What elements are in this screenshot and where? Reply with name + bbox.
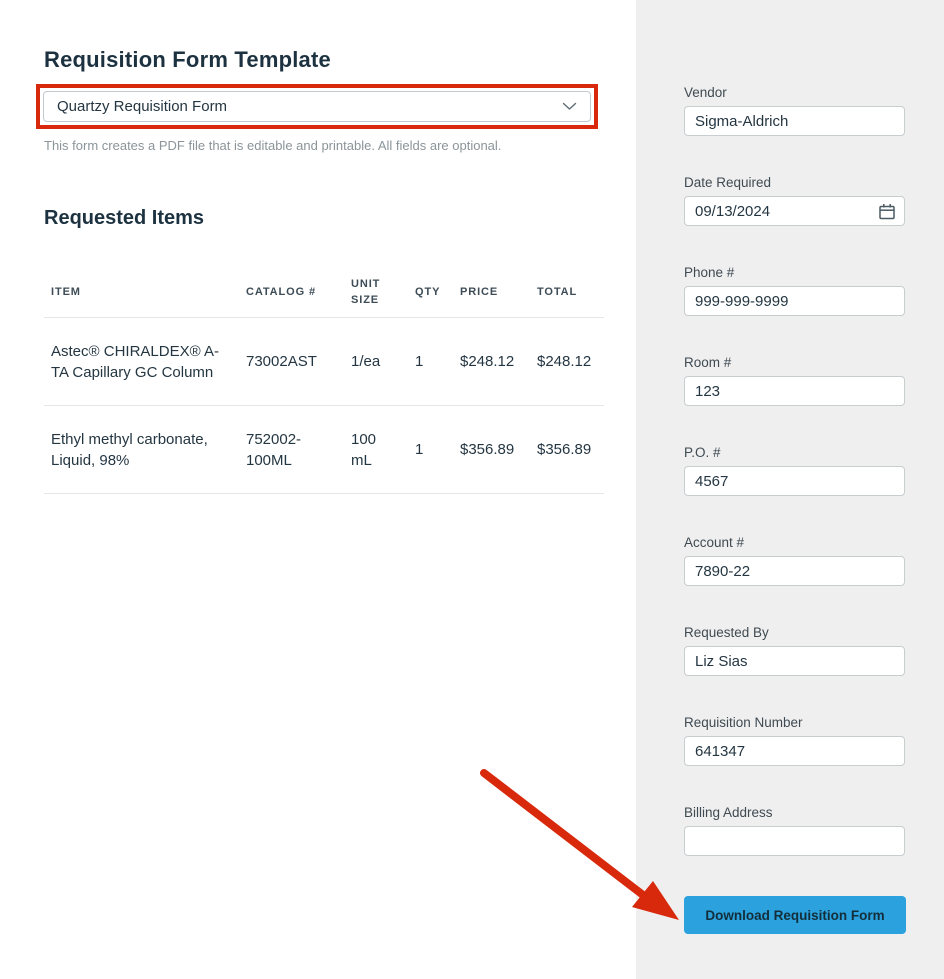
main-content: Requisition Form Template Quartzy Requis… — [36, 47, 604, 494]
field-vendor: Vendor — [684, 85, 905, 136]
vendor-label: Vendor — [684, 85, 727, 100]
field-requested-by: Requested By — [684, 625, 905, 676]
item-total: $248.12 — [537, 353, 592, 370]
field-billing-address: Billing Address — [684, 805, 905, 856]
item-qty: 1 — [415, 441, 424, 458]
field-po-number: P.O. # — [684, 445, 905, 496]
account-number-label: Account # — [684, 535, 745, 550]
account-number-input[interactable] — [684, 556, 905, 586]
item-name: Astec® CHIRALDEX® A-TA Capillary GC Colu… — [51, 342, 219, 381]
requested-items-heading: Requested Items — [44, 207, 205, 229]
requested-items-table: ITEM CATALOG # UNIT SIZE QTY PRICE TOTAL… — [44, 266, 604, 494]
billing-address-label: Billing Address — [684, 805, 773, 820]
column-header-qty: QTY — [415, 285, 441, 298]
field-date-required: Date Required — [684, 175, 905, 226]
column-header-item: ITEM — [51, 285, 81, 298]
requested-by-input[interactable] — [684, 646, 905, 676]
template-select[interactable]: Quartzy Requisition Form — [43, 91, 591, 122]
room-label: Room # — [684, 355, 732, 370]
item-unit-size: 100 mL — [351, 430, 377, 469]
field-room: Room # — [684, 355, 905, 406]
field-account-number: Account # — [684, 535, 905, 586]
table-header-row: ITEM CATALOG # UNIT SIZE QTY PRICE TOTAL — [44, 266, 604, 318]
column-header-catalog: CATALOG # — [246, 285, 317, 298]
annotation-highlight-box: Quartzy Requisition Form — [36, 84, 598, 129]
item-qty: 1 — [415, 353, 424, 370]
helper-text: This form creates a PDF file that is edi… — [44, 138, 502, 153]
page-title: Requisition Form Template — [44, 47, 331, 72]
phone-label: Phone # — [684, 265, 735, 280]
date-required-input[interactable] — [684, 196, 905, 226]
sidebar: Vendor Date Required Phone # — [636, 0, 944, 979]
requisition-number-label: Requisition Number — [684, 715, 803, 730]
requested-by-label: Requested By — [684, 625, 769, 640]
table-row: Astec® CHIRALDEX® A-TA Capillary GC Colu… — [44, 318, 604, 406]
date-required-label: Date Required — [684, 175, 772, 190]
item-catalog: 73002AST — [246, 353, 317, 370]
column-header-price: PRICE — [460, 285, 499, 298]
po-number-label: P.O. # — [684, 445, 721, 460]
chevron-down-icon — [562, 102, 577, 110]
item-unit-size: 1/ea — [351, 353, 381, 370]
field-phone: Phone # — [684, 265, 905, 316]
room-input[interactable] — [684, 376, 905, 406]
po-number-input[interactable] — [684, 466, 905, 496]
item-catalog: 752002-100ML — [246, 430, 302, 469]
requisition-number-input[interactable] — [684, 736, 905, 766]
item-name: Ethyl methyl carbonate, Liquid, 98% — [51, 430, 208, 469]
download-requisition-form-button[interactable]: Download Requisition Form — [684, 896, 906, 934]
phone-input[interactable] — [684, 286, 905, 316]
billing-address-input[interactable] — [684, 826, 905, 856]
field-requisition-number: Requisition Number — [684, 715, 905, 766]
template-select-value: Quartzy Requisition Form — [57, 98, 228, 115]
item-price: $248.12 — [460, 353, 515, 370]
column-header-unit-size: UNIT SIZE — [351, 277, 381, 306]
item-price: $356.89 — [460, 441, 515, 458]
table-row: Ethyl methyl carbonate, Liquid, 98% 7520… — [44, 406, 604, 494]
vendor-input[interactable] — [684, 106, 905, 136]
column-header-total: TOTAL — [537, 285, 578, 298]
item-total: $356.89 — [537, 441, 592, 458]
